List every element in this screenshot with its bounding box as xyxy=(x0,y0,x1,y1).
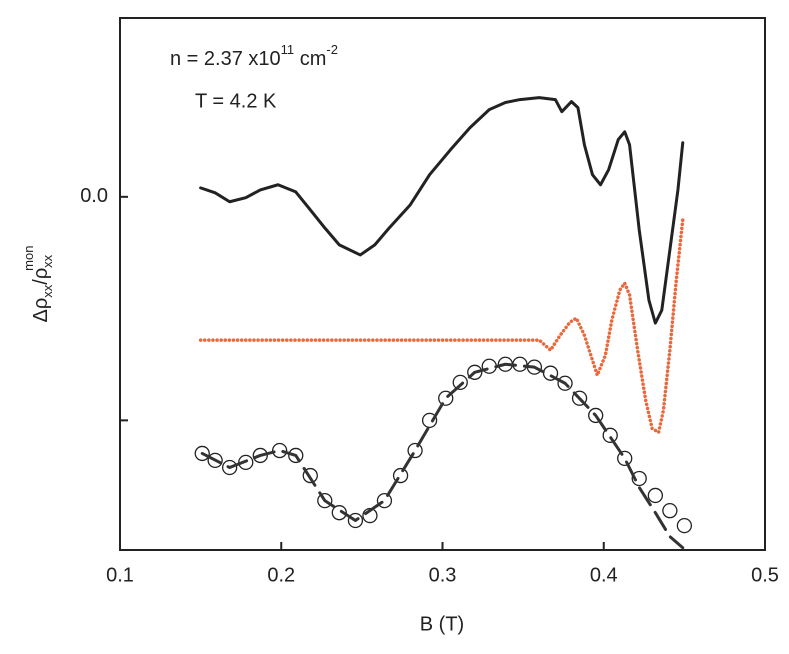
x-tick-label: 0.5 xyxy=(751,564,779,586)
y-axis-label: Δρxx/ρxxmon xyxy=(21,246,55,323)
y-label-sub: xx xyxy=(40,254,55,268)
data-point xyxy=(271,442,288,459)
series-line xyxy=(198,218,685,435)
annotation-text: n = 2.37 x10 xyxy=(170,48,281,70)
y-label-sub: xx xyxy=(40,284,55,298)
x-tick-label: 0.1 xyxy=(106,564,134,586)
plot-frame xyxy=(119,17,766,551)
series-line xyxy=(200,362,685,550)
x-axis-label: B (T) xyxy=(420,613,464,635)
y-label-sup: mon xyxy=(21,246,36,271)
data-point xyxy=(676,517,693,534)
x-tick-label: 0.3 xyxy=(429,564,457,586)
y-label-part: /ρ xyxy=(30,268,52,285)
annotation: T = 4.2 K xyxy=(195,90,277,112)
series-line xyxy=(199,96,685,325)
data-point xyxy=(647,487,663,504)
data-point xyxy=(662,503,678,519)
data-point xyxy=(631,470,647,487)
y-label-part: Δρ xyxy=(30,298,52,323)
data-point xyxy=(407,442,423,459)
y-tick-label: 0.0 xyxy=(80,185,108,207)
annotation-sup: 11 xyxy=(281,42,295,57)
annotation-sup: -2 xyxy=(326,42,338,57)
x-tick-label: 0.4 xyxy=(590,564,618,586)
data-point xyxy=(331,505,347,521)
annotation-text: cm xyxy=(294,48,326,70)
data-point xyxy=(452,374,468,391)
x-tick-label: 0.2 xyxy=(267,564,295,586)
data-point xyxy=(602,427,618,443)
annotation: n = 2.37 x1011 cm-2 xyxy=(170,42,338,70)
